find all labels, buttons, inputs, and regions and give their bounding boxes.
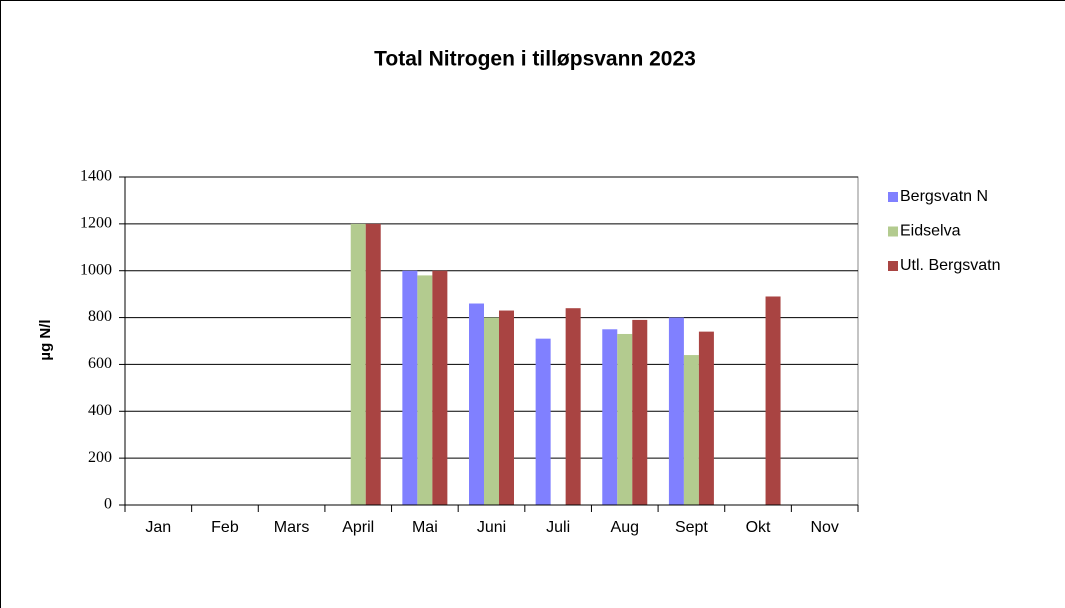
bar — [484, 317, 499, 505]
x-tick-label: Aug — [611, 519, 639, 536]
y-axis-label: µg N/l — [37, 319, 54, 360]
legend-label: Bergsvatn N — [900, 188, 988, 205]
bar — [617, 333, 633, 505]
bar — [683, 355, 699, 505]
x-tick-label: April — [342, 519, 374, 536]
legend-label: Eidselva — [900, 223, 961, 240]
x-tick-label: Jan — [145, 519, 171, 536]
bar — [402, 270, 418, 505]
bar — [765, 296, 781, 505]
x-tick-label: Mars — [274, 519, 310, 536]
bar — [417, 275, 433, 505]
bar — [535, 338, 551, 505]
y-tick-label: 1400 — [80, 168, 112, 185]
y-tick-label: 600 — [88, 355, 112, 372]
bar — [499, 310, 514, 505]
x-tick-label: Nov — [810, 519, 838, 536]
bar — [698, 331, 714, 505]
legend-swatch — [888, 192, 898, 202]
x-tick-label: Sept — [675, 519, 708, 536]
chart-title: Total Nitrogen i tilløpsvann 2023 — [374, 48, 696, 71]
y-tick-label: 800 — [88, 308, 112, 325]
bar — [365, 223, 381, 505]
bar — [602, 329, 618, 505]
x-tick-label: Juli — [546, 519, 570, 536]
y-tick-label: 200 — [88, 449, 112, 466]
bar — [432, 270, 448, 505]
y-tick-label: 400 — [88, 402, 112, 419]
legend-swatch — [888, 261, 898, 271]
bar — [632, 319, 648, 505]
y-tick-label: 1000 — [80, 261, 112, 278]
x-tick-label: Okt — [746, 519, 771, 536]
bar — [469, 303, 484, 505]
bar — [565, 308, 581, 505]
x-tick-label: Juni — [477, 519, 506, 536]
y-tick-label: 0 — [104, 496, 112, 513]
bar — [668, 317, 684, 505]
y-tick-label: 1200 — [80, 215, 112, 232]
legend-label: Utl. Bergsvatn — [900, 257, 1000, 274]
legend-swatch — [888, 226, 898, 237]
x-tick-label: Mai — [412, 519, 438, 536]
bar — [350, 223, 366, 505]
x-tick-label: Feb — [211, 519, 239, 536]
